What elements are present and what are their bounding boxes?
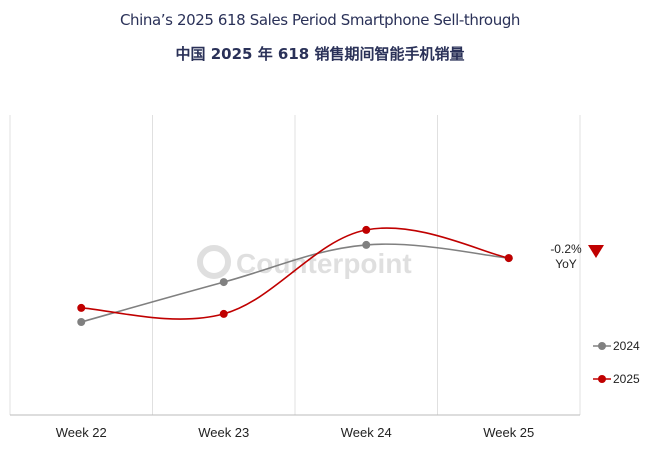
x-tick-label: Week 24 — [341, 425, 392, 440]
x-tick-label: Week 25 — [483, 425, 534, 440]
svg-text:Counterpoint: Counterpoint — [236, 248, 412, 279]
chart-subtitle: 中国 2025 年 618 销售期间智能手机销量 — [175, 45, 465, 63]
data-point-2025 — [219, 309, 228, 318]
legend-marker — [598, 375, 606, 383]
series-line-2024 — [81, 243, 509, 323]
data-point-2024 — [77, 318, 86, 326]
legend-label: 2025 — [613, 372, 640, 386]
data-point-2024 — [362, 240, 371, 249]
series-line-2025 — [81, 227, 509, 320]
data-point-2025 — [504, 254, 513, 263]
legend-label: 2024 — [613, 339, 640, 353]
data-point-2024 — [219, 278, 228, 287]
data-point-2025 — [77, 303, 86, 312]
data-point-2025 — [362, 225, 371, 234]
legend-marker — [598, 342, 606, 350]
yoy-label: YoY — [555, 257, 577, 271]
x-tick-label: Week 23 — [198, 425, 249, 440]
counterpoint-logo: Counterpoint — [197, 245, 412, 279]
down-triangle-icon — [588, 245, 604, 258]
yoy-value: -0.2% — [550, 242, 582, 256]
x-tick-label: Week 22 — [56, 425, 107, 440]
chart-title: China’s 2025 618 Sales Period Smartphone… — [119, 11, 521, 29]
